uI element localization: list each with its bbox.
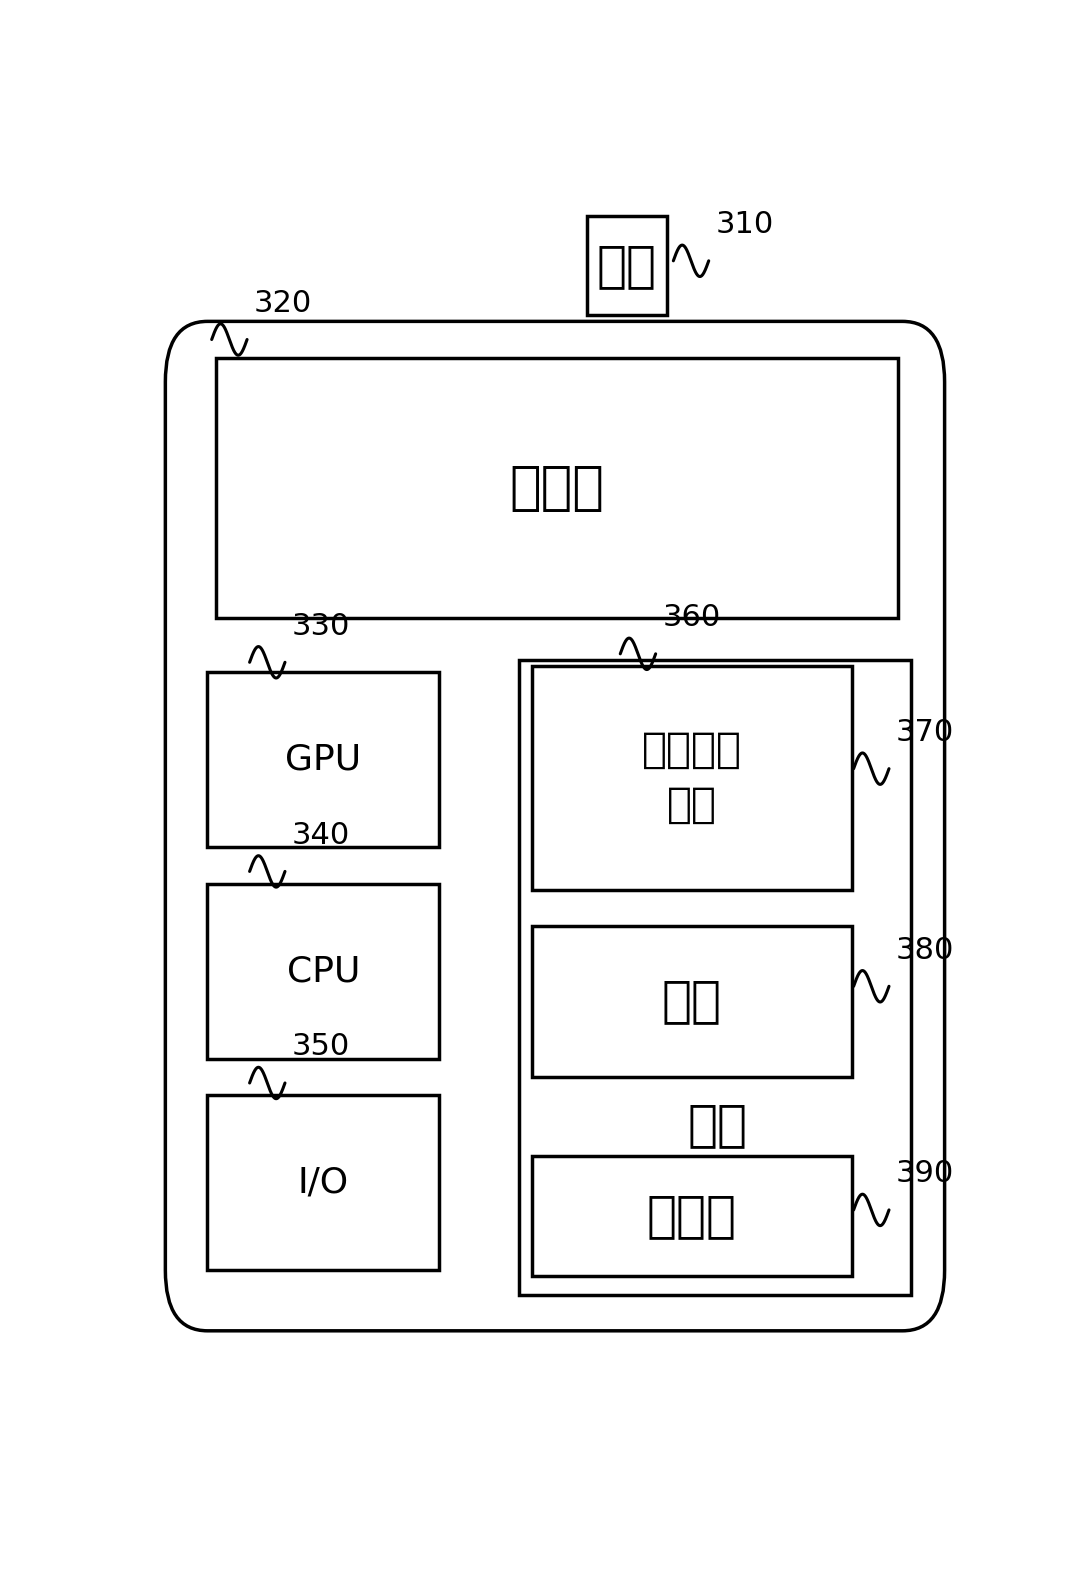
Bar xyxy=(587,217,666,316)
Text: 应用: 应用 xyxy=(662,978,722,1025)
Text: 内存: 内存 xyxy=(687,1101,747,1149)
Bar xyxy=(532,926,852,1077)
Text: 390: 390 xyxy=(896,1159,954,1188)
Text: 340: 340 xyxy=(291,821,350,849)
Text: 310: 310 xyxy=(715,210,774,239)
Text: GPU: GPU xyxy=(285,743,361,777)
Text: CPU: CPU xyxy=(287,955,360,988)
Text: 天线: 天线 xyxy=(597,242,657,290)
Text: I/O: I/O xyxy=(298,1165,349,1199)
Text: 330: 330 xyxy=(291,612,350,641)
Bar xyxy=(208,672,439,848)
Bar xyxy=(216,358,898,617)
Text: 350: 350 xyxy=(291,1031,350,1061)
Bar xyxy=(208,1096,439,1270)
Bar xyxy=(532,1156,852,1276)
Bar xyxy=(208,884,439,1058)
Text: 显示器: 显示器 xyxy=(510,462,604,513)
Text: 320: 320 xyxy=(254,289,312,317)
Bar xyxy=(520,659,911,1295)
Text: 370: 370 xyxy=(896,717,954,747)
FancyBboxPatch shape xyxy=(165,322,945,1331)
Text: 存储器: 存储器 xyxy=(647,1192,737,1240)
Text: 360: 360 xyxy=(662,603,721,633)
Text: 380: 380 xyxy=(896,936,954,964)
Bar xyxy=(532,666,852,890)
Text: 移动操作
系统: 移动操作 系统 xyxy=(642,728,741,826)
